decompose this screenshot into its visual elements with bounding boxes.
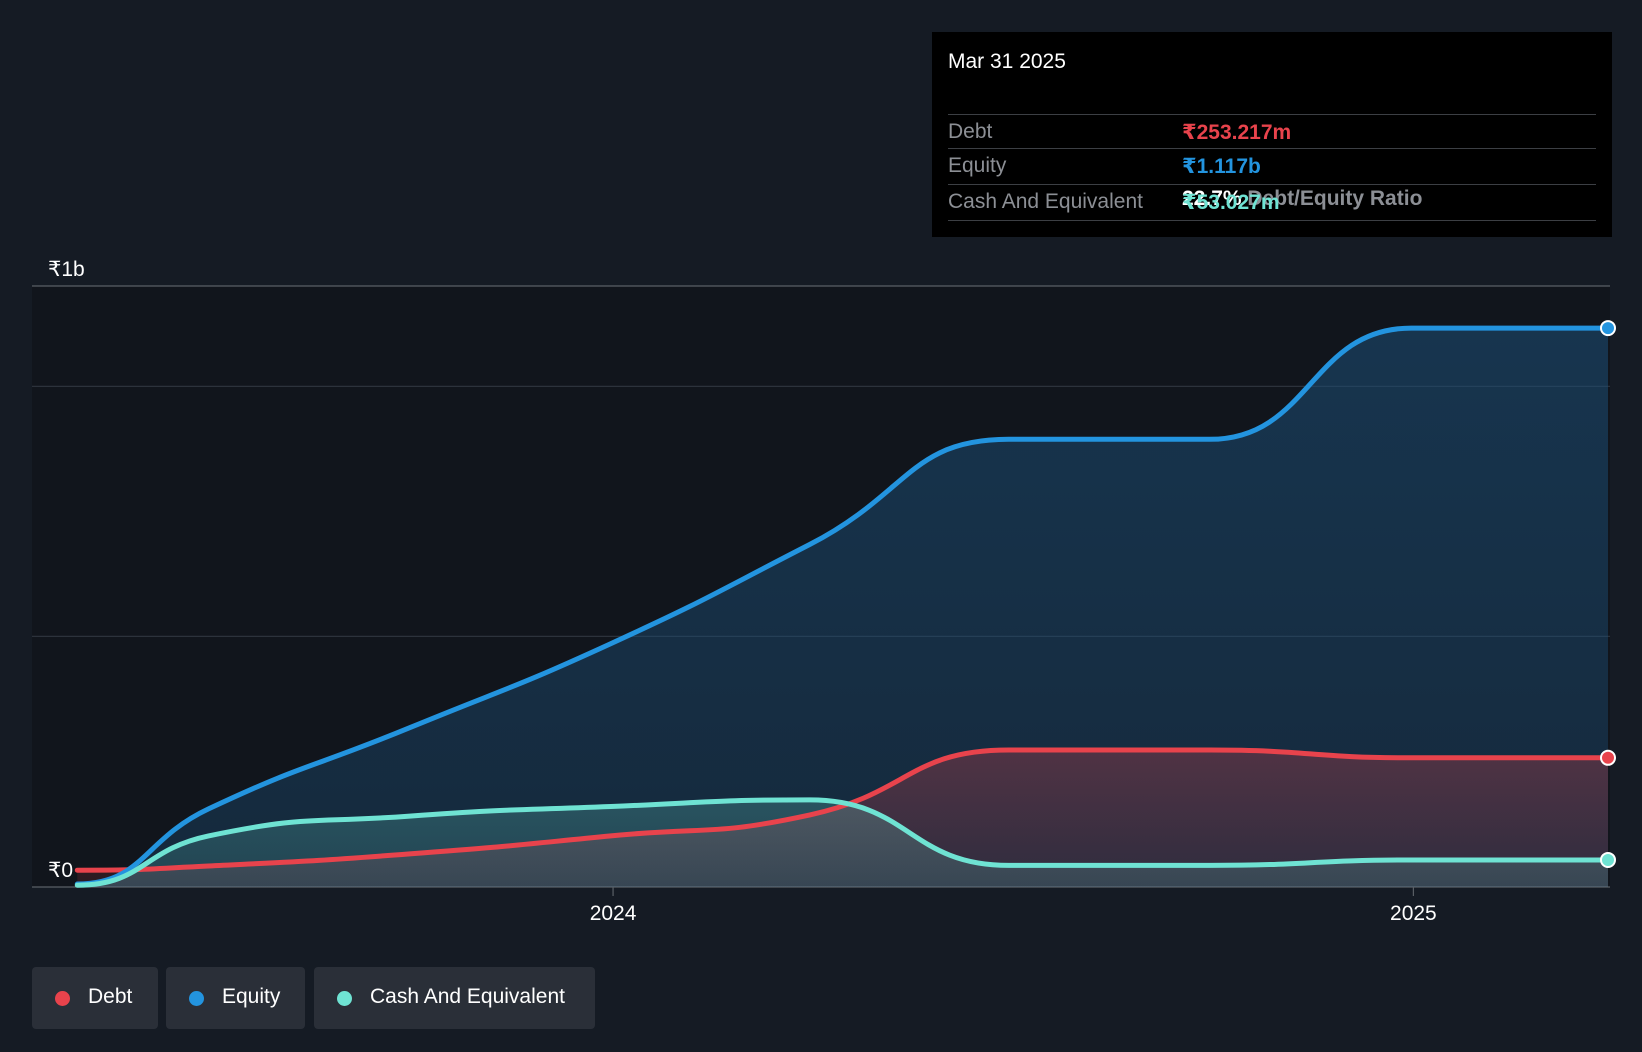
legend-label-equity: Equity xyxy=(222,985,281,1008)
legend-dot-debt xyxy=(55,991,70,1006)
legend-label-debt: Debt xyxy=(88,985,133,1008)
tooltip-debt-value: ₹253.217m xyxy=(1182,121,1292,144)
tooltip-cash-label: Cash And Equivalent xyxy=(948,190,1143,213)
tooltip-debt-label: Debt xyxy=(948,120,993,143)
legend-item-equity[interactable]: Equity xyxy=(166,967,305,1029)
x-tick-label: 2024 xyxy=(590,902,637,925)
y-tick-label: ₹0 xyxy=(48,859,73,882)
line-equity xyxy=(74,325,1611,887)
point-equity-latest[interactable] xyxy=(1600,320,1616,337)
legend-dot-equity xyxy=(189,991,204,1006)
x-tick-label: 2025 xyxy=(1390,902,1437,925)
tooltip-cash-row: Cash And Equivalent ₹53.027m xyxy=(948,184,1596,219)
point-cash-and-equivalent-latest[interactable] xyxy=(1600,851,1616,868)
tooltip-ratio-row: 22.7% Debt/Equity Ratio xyxy=(948,182,1596,216)
tooltip-debt-row: Debt ₹253.217m xyxy=(948,114,1596,149)
tooltip-equity-label: Equity xyxy=(948,154,1007,177)
line-debt xyxy=(74,747,1611,873)
y-tick-label: ₹1b xyxy=(48,258,85,281)
line-cash-and-equivalent xyxy=(74,797,1611,888)
legend-label-cash: Cash And Equivalent xyxy=(370,985,565,1008)
legend-item-debt[interactable]: Debt xyxy=(32,967,158,1029)
legend-dot-cash xyxy=(337,991,352,1006)
tooltip-equity-row: Equity ₹1.117b xyxy=(948,148,1596,183)
tooltip-equity-value: ₹1.117b xyxy=(1182,155,1261,178)
legend-item-cash[interactable]: Cash And Equivalent xyxy=(314,967,595,1029)
tooltip-divider xyxy=(948,220,1596,221)
area-cash-and-equivalent xyxy=(77,799,1608,887)
tooltip-date: Mar 31 2025 xyxy=(948,50,1066,73)
point-debt-latest[interactable] xyxy=(1600,749,1616,766)
tooltip-ratio-label: Debt/Equity Ratio xyxy=(1247,187,1423,210)
tooltip-ratio-value: 22.7% xyxy=(1182,187,1242,210)
area-equity xyxy=(77,328,1608,888)
tooltip-panel: Mar 31 2025 Debt ₹253.217m Equity ₹1.117… xyxy=(932,32,1612,237)
tooltip-cash-value: ₹53.027m xyxy=(1182,191,1280,214)
